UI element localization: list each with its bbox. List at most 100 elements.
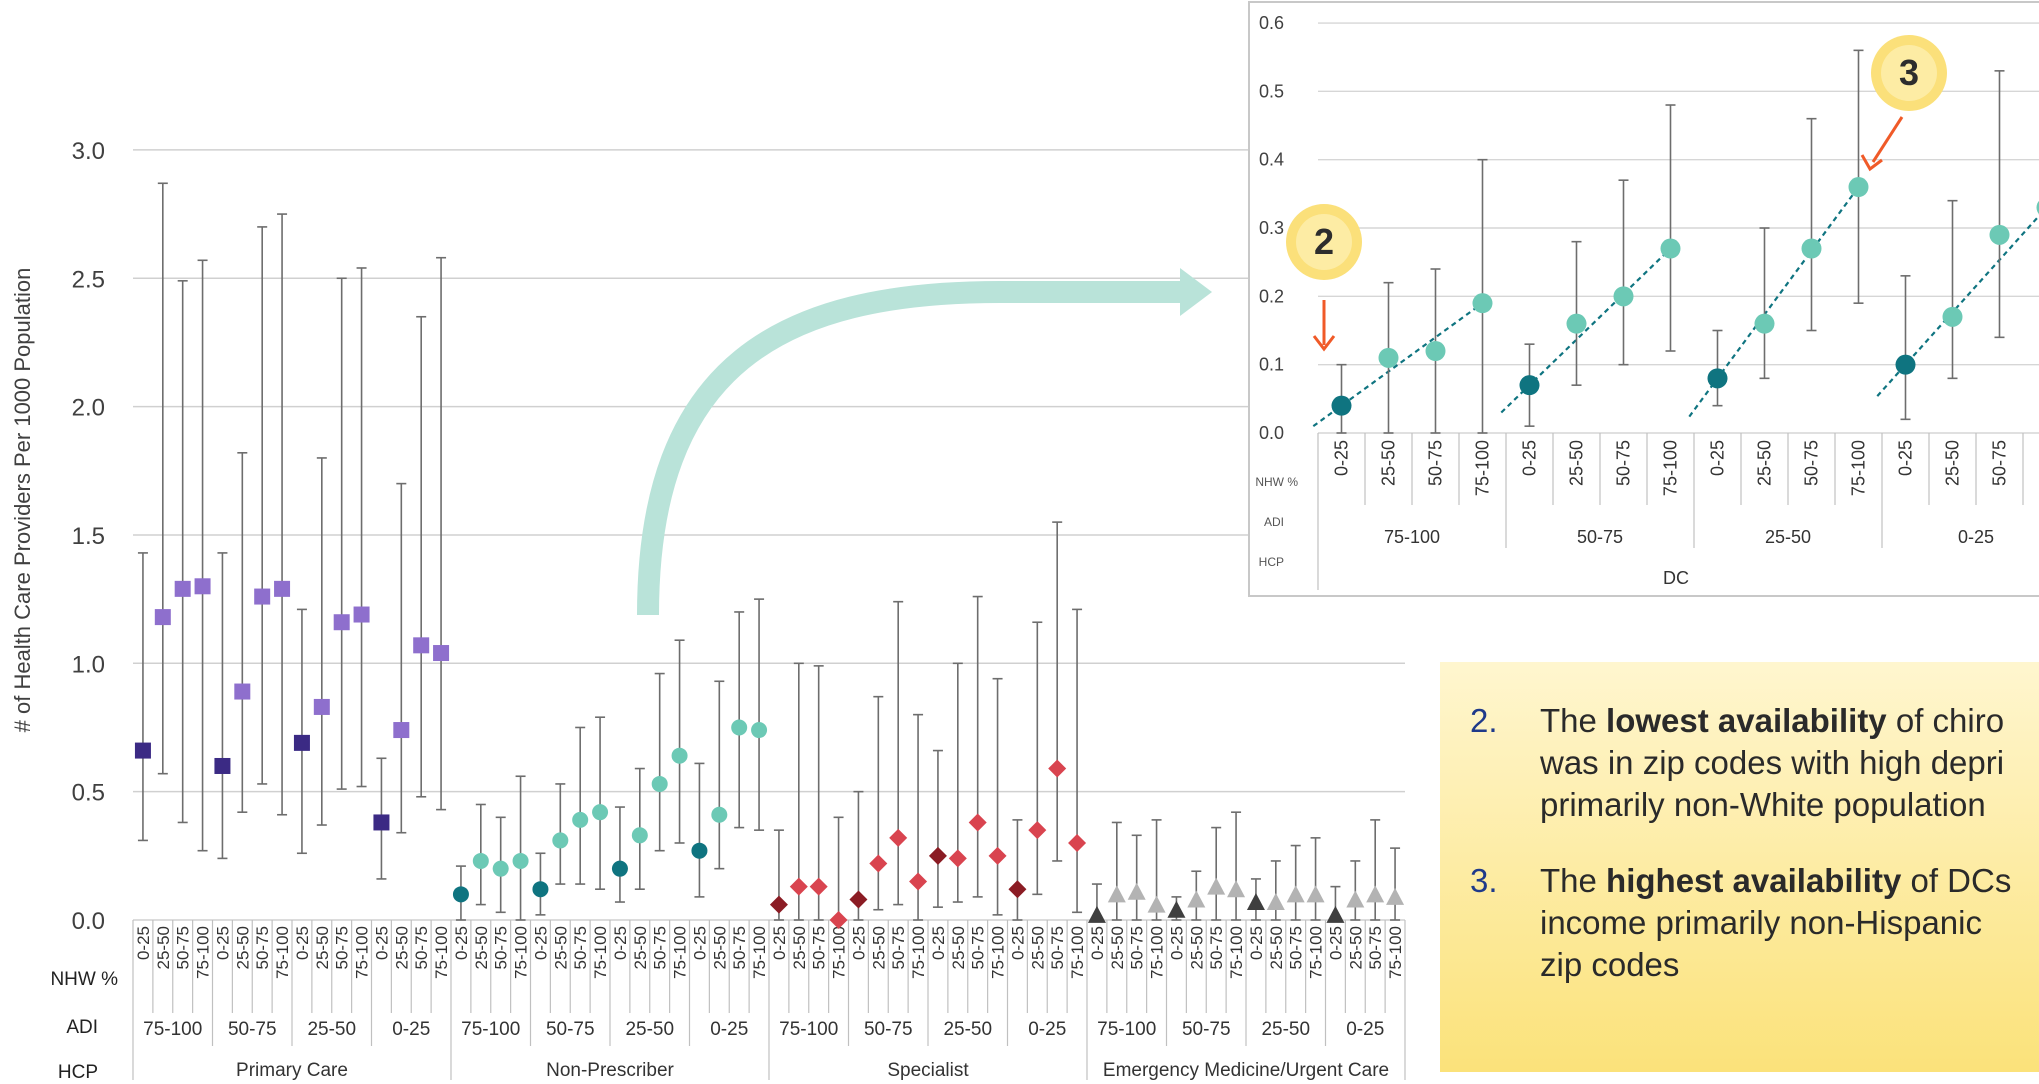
hcp-group-label: Primary Care xyxy=(236,1060,348,1081)
nhw-tick-label: 25-50 xyxy=(1028,926,1047,969)
nhw-tick-label: 25-50 xyxy=(233,926,252,969)
annotation-arrowhead xyxy=(1312,335,1336,352)
annotation-badge-glow xyxy=(1296,214,1352,270)
nhw-tick-label: 75-100 xyxy=(273,926,292,979)
nhw-tick-label: 75-100 xyxy=(1227,926,1246,979)
data-point xyxy=(1306,885,1325,903)
data-point xyxy=(809,877,828,896)
y-tick-label: 0.1 xyxy=(1259,355,1284,375)
callout-text: The highest availability of DCs income pr… xyxy=(1540,860,2011,986)
data-point xyxy=(214,757,231,774)
data-point xyxy=(552,832,569,849)
data-point xyxy=(789,877,808,896)
data-point xyxy=(1378,347,1399,368)
hcp-group-label: DC xyxy=(1663,568,1689,588)
data-point xyxy=(433,645,450,662)
data-point xyxy=(1895,354,1916,375)
data-point xyxy=(1227,880,1246,898)
data-point xyxy=(611,860,628,877)
nhw-tick-label: 25-50 xyxy=(1943,440,1963,486)
data-point xyxy=(691,842,708,859)
nhw-tick-label: 0-25 xyxy=(372,926,391,960)
adi-tick-label: 0-25 xyxy=(1028,1019,1066,1040)
data-point xyxy=(174,580,191,597)
data-point xyxy=(1519,375,1540,396)
y-tick-label: 0.3 xyxy=(1259,218,1284,238)
data-point xyxy=(1286,885,1305,903)
nhw-tick-label: 25-50 xyxy=(631,926,650,969)
nhw-tick-label: 50-75 xyxy=(651,926,670,969)
adi-row-label: ADI xyxy=(1264,515,1284,529)
nhw-tick-label: 75-100 xyxy=(1473,440,1493,496)
adi-tick-label: 0-25 xyxy=(1958,527,1994,547)
nhw-tick-label: 25-50 xyxy=(1567,440,1587,486)
adi-tick-label: 75-100 xyxy=(461,1019,520,1040)
trendline xyxy=(1876,214,2039,397)
nhw-tick-label: 0-25 xyxy=(531,926,550,960)
nhw-tick-label: 75-100 xyxy=(909,926,928,979)
data-point xyxy=(651,775,668,792)
callout-item: 3. The highest availability of DCs income … xyxy=(1470,860,2039,986)
adi-tick-label: 25-50 xyxy=(943,1019,992,1040)
data-point xyxy=(373,814,390,831)
nhw-tick-label: 0-25 xyxy=(134,926,153,960)
nhw-tick-label: 50-75 xyxy=(1287,926,1306,969)
adi-tick-label: 0-25 xyxy=(392,1019,430,1040)
data-point xyxy=(1331,395,1352,416)
callout-emphasis: highest availability xyxy=(1606,862,1902,899)
data-point xyxy=(1754,313,1775,334)
nhw-tick-label: 75-100 xyxy=(671,926,690,979)
callout-line: primarily non-White population xyxy=(1540,784,2004,826)
adi-tick-label: 25-50 xyxy=(1765,527,1811,547)
data-point xyxy=(1472,293,1493,314)
adi-tick-label: 50-75 xyxy=(546,1019,595,1040)
callout-box: 2. The lowest availability of chiro was in… xyxy=(1440,662,2039,1072)
data-point xyxy=(711,806,728,823)
callout-item: 2. The lowest availability of chiro was in… xyxy=(1470,700,2039,826)
data-point xyxy=(154,609,171,626)
nhw-tick-label: 75-100 xyxy=(1148,926,1167,979)
nhw-tick-label: 0-25 xyxy=(1008,926,1027,960)
nhw-tick-label: 75-100 xyxy=(591,926,610,979)
data-point xyxy=(1068,833,1087,852)
adi-tick-label: 25-50 xyxy=(1261,1019,1310,1040)
nhw-tick-label: 25-50 xyxy=(154,926,173,969)
data-point xyxy=(234,683,251,700)
nhw-tick-label: 50-75 xyxy=(253,926,272,969)
data-point xyxy=(1425,341,1446,362)
data-point xyxy=(393,722,410,739)
callout-number: 2. xyxy=(1470,702,1498,739)
nhw-tick-label: 25-50 xyxy=(392,926,411,969)
annotation-arrow xyxy=(1871,116,1904,163)
inset-chart: 0.0 0.1 0.2 0.3 0.4 0.5 0.6 NHW % ADI HCP 0-25 25-5… xyxy=(1248,1,2039,597)
nhw-tick-label: 75-100 xyxy=(2037,440,2039,496)
nhw-tick-label: 0-25 xyxy=(1332,440,1352,476)
data-point xyxy=(1107,885,1126,903)
data-point xyxy=(492,860,509,877)
data-point xyxy=(353,606,370,623)
nhw-tick-label: 25-50 xyxy=(1346,926,1365,969)
data-point xyxy=(1127,882,1146,900)
trendline xyxy=(1312,302,1484,428)
data-point xyxy=(313,698,330,715)
callout-segment: of DCs xyxy=(1901,862,2012,899)
annotation-number: 3 xyxy=(1899,52,1919,93)
y-tick-label: 3.0 xyxy=(72,138,105,165)
y-tick-label: 1.0 xyxy=(72,651,105,678)
nhw-tick-label: 25-50 xyxy=(1267,926,1286,969)
hcp-group-label: Specialist xyxy=(887,1060,969,1081)
nhw-tick-label: 0-25 xyxy=(1088,926,1107,960)
data-point xyxy=(1942,306,1963,327)
y-tick-label: 0.4 xyxy=(1259,150,1284,170)
nhw-tick-label: 50-75 xyxy=(810,926,829,969)
nhw-tick-label: 75-100 xyxy=(432,926,451,979)
nhw-row-label: NHW % xyxy=(50,969,118,990)
adi-tick-label: 75-100 xyxy=(779,1019,838,1040)
y-tick-label: 0.0 xyxy=(72,908,105,935)
nhw-tick-label: 75-100 xyxy=(830,926,849,979)
data-point xyxy=(274,580,291,597)
data-point xyxy=(1187,890,1206,908)
annotation-badge-glow xyxy=(1881,45,1937,101)
y-tick-label: 0.5 xyxy=(72,780,105,807)
callout-text: The lowest availability of chiro was in z… xyxy=(1540,700,2004,826)
